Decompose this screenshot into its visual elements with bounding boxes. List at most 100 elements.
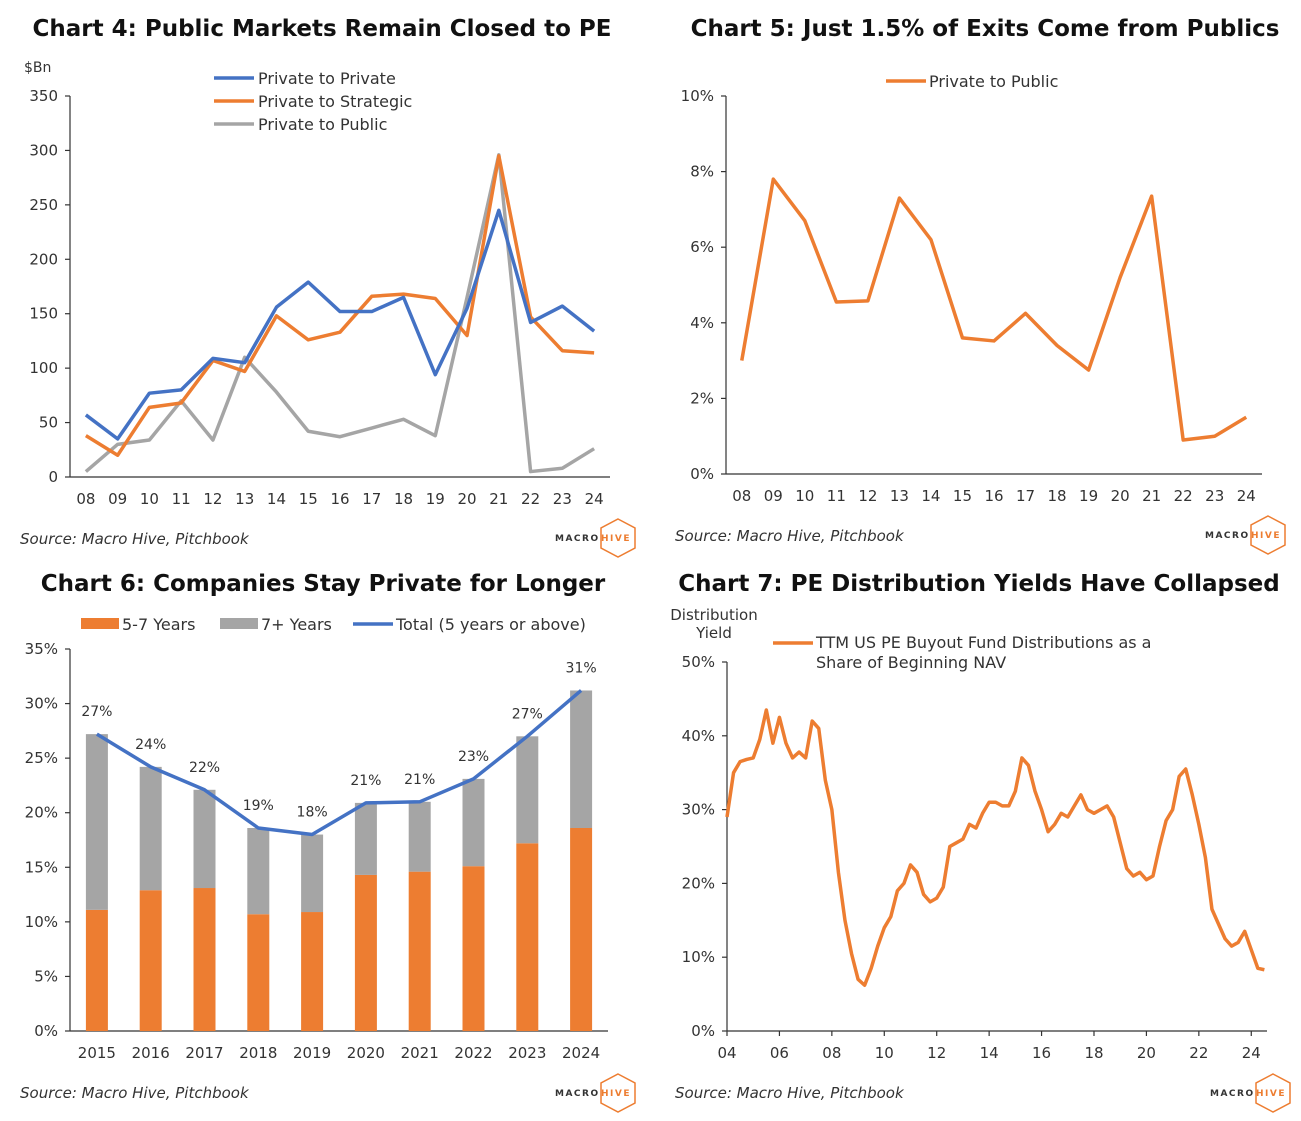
chart5-panel: Chart 5: Just 1.5% of Exits Come from Pu… (675, 16, 1286, 555)
chart7-x-tick-label: 22 (1189, 1044, 1208, 1062)
bar-5-7-years-2018 (247, 914, 270, 1031)
logo-text-hive: HIVE (1251, 531, 1281, 541)
data-label-total-2017: 22% (189, 760, 220, 776)
data-label-total-2022: 23% (458, 749, 489, 765)
chart4-y-tick-label: 50 (39, 414, 58, 432)
bar-5-7-years-2022 (462, 866, 485, 1031)
chart4-x-tick-label: 23 (553, 490, 572, 508)
bar-5-7-years-2024 (570, 827, 593, 1031)
chart5-x-tick-label: 12 (858, 487, 877, 505)
chart5-series (740, 177, 1248, 442)
bar-7-years-2017 (193, 789, 216, 889)
bar-7-years-2020 (354, 802, 377, 875)
chart7-y-tick-label: 0% (691, 1022, 715, 1040)
chart4-source: Source: Macro Hive, Pitchbook (20, 530, 250, 548)
data-label-total-2015: 27% (81, 704, 112, 720)
bar-5-7-years-2016 (139, 890, 162, 1031)
chart5-source: Source: Macro Hive, Pitchbook (675, 527, 905, 545)
chart7-x-tick-label: 18 (1084, 1044, 1103, 1062)
logo-text-macro: MACRO (555, 1089, 600, 1099)
chart7-x-tick-label: 06 (770, 1044, 789, 1062)
chart4-title: Chart 4: Public Markets Remain Closed to… (33, 16, 612, 42)
chart7-series (725, 708, 1265, 987)
chart6-total-line: 27% 24% 22% 19% 18% 21% 21% 23% 27% 31% (81, 660, 597, 837)
chart6-y-tick-label: 30% (25, 695, 58, 713)
chart7-y-label-line1: Distribution (670, 606, 758, 624)
bar-5-7-years-2015 (85, 909, 108, 1031)
chart4-x-tick-label: 10 (140, 490, 159, 508)
chart4-x-tick-label: 17 (362, 490, 381, 508)
chart5-x-tick-label: 17 (1016, 487, 1035, 505)
chart4-series (84, 153, 596, 474)
chart7-y-tick-label: 30% (682, 801, 715, 819)
chart6-x-tick-label: 2015 (78, 1044, 116, 1062)
chart7-source: Source: Macro Hive, Pitchbook (675, 1084, 905, 1102)
chart4-y-tick-label: 100 (29, 359, 58, 377)
bar-7-years-2023 (516, 736, 539, 844)
chart7-x-tick-label: 12 (927, 1044, 946, 1062)
chart6-x-tick-label: 2020 (347, 1044, 385, 1062)
chart5-y-tick-label: 8% (690, 163, 714, 181)
logo-text-macro: MACRO (555, 534, 600, 544)
bar-7-years-2024 (570, 690, 593, 828)
chart5-x-tick-label: 14 (921, 487, 940, 505)
chart7-y-tick-label: 50% (682, 653, 715, 671)
chart7-x-tick-label: 14 (980, 1044, 999, 1062)
chart4-x-tick-label: 13 (235, 490, 254, 508)
chart7-x-tick-label: 24 (1242, 1044, 1261, 1062)
legend-label-total: Total (5 years or above) (395, 615, 586, 634)
chart5-y-tick-label: 4% (690, 314, 714, 332)
chart5-x-tick-label: 22 (1174, 487, 1193, 505)
bar-7-years-2022 (462, 778, 485, 867)
chart6-x-tick-label: 2019 (293, 1044, 331, 1062)
data-label-total-2023: 27% (512, 706, 543, 722)
chart5-x-tick-label: 10 (795, 487, 814, 505)
chart5-x-tick-label: 13 (890, 487, 909, 505)
bar-5-7-years-2017 (193, 888, 216, 1031)
chart5-x-tick-label: 16 (984, 487, 1003, 505)
chart4-x-tick-label: 21 (489, 490, 508, 508)
logo-hexagon-icon (1255, 1073, 1291, 1113)
chart5-y-tick-label: 6% (690, 238, 714, 256)
chart5-x-tick-label: 24 (1237, 487, 1256, 505)
chart4-panel: Chart 4: Public Markets Remain Closed to… (20, 16, 636, 558)
chart6-source: Source: Macro Hive, Pitchbook (20, 1084, 250, 1102)
chart5-x-tick-label: 11 (827, 487, 846, 505)
chart5-x-tick-label: 23 (1205, 487, 1224, 505)
logo-hexagon-icon (1250, 515, 1286, 555)
series-line-total (95, 689, 583, 837)
legend-label-7-plus-years: 7+ Years (261, 615, 332, 634)
chart4-x-tick-label: 11 (172, 490, 191, 508)
macrohive-logo: MACRO HIVE (555, 518, 636, 558)
chart5-x-tick-label: 18 (1048, 487, 1067, 505)
chart6-x-tick-label: 2021 (401, 1044, 439, 1062)
chart4-x-tick-label: 12 (203, 490, 222, 508)
chart7-y-label-line2: Yield (695, 624, 732, 642)
logo-hexagon-icon (600, 1073, 636, 1113)
bar-7-years-2019 (301, 834, 324, 913)
chart7-axes: 0% 10% 20% 30% 40% 50% 04 06 08 10 12 14 16 18 20 22 24 (682, 653, 1267, 1062)
logo-text-macro: MACRO (1205, 531, 1250, 541)
logo-hexagon-icon (600, 518, 636, 558)
chart5-x-tick-label: 19 (1079, 487, 1098, 505)
chart7-legend: TTM US PE Buyout Fund Distributions as a… (773, 633, 1151, 672)
chart5-y-tick-label: 10% (681, 87, 714, 105)
legend-label-private-to-private: Private to Private (258, 69, 396, 88)
chart6-x-tick-label: 2016 (132, 1044, 170, 1062)
chart5-x-tick-label: 08 (732, 487, 751, 505)
chart4-y-tick-label: 200 (29, 250, 58, 268)
bar-5-7-years-2019 (301, 912, 324, 1031)
chart4-x-tick-label: 19 (426, 490, 445, 508)
chart6-y-tick-label: 10% (25, 913, 58, 931)
chart4-legend: Private to Private Private to Strategic … (214, 69, 412, 134)
chart7-title: Chart 7: PE Distribution Yields Have Col… (678, 571, 1279, 597)
legend-swatch-7-plus-years (220, 618, 258, 629)
chart6-x-tick-label: 2017 (185, 1044, 223, 1062)
logo-text-macro: MACRO (1210, 1089, 1255, 1099)
chart6-y-tick-label: 25% (25, 749, 58, 767)
series-line-private-to-private (84, 208, 596, 441)
chart6-y-tick-label: 0% (34, 1022, 58, 1040)
chart4-x-tick-label: 14 (267, 490, 286, 508)
chart7-x-tick-label: 10 (875, 1044, 894, 1062)
chart4-y-tick-label: 250 (29, 196, 58, 214)
